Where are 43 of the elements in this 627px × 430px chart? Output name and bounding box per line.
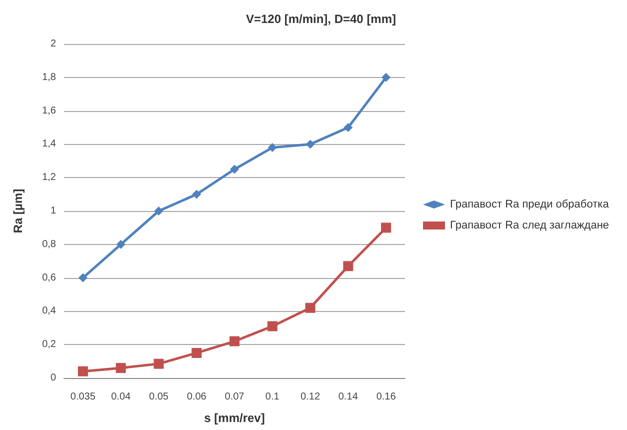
point [78,273,88,282]
point [344,123,353,132]
y-tick-label: 1,2 [42,172,56,184]
y-tick-label: 0,2 [42,339,56,350]
x-tick-label: 0.16 [376,392,396,402]
x-tick-label: 0.035 [70,392,96,402]
y-tick-label: 0,4 [42,306,56,317]
x-tick-label: 0.07 [224,392,245,402]
x-tick-label: 0.12 [300,392,320,402]
point [230,336,240,346]
x-tick-label: 0.1 [265,392,280,402]
x-tick-label: 0.06 [186,392,207,402]
x-axis-title: s [mm/rev] [204,411,265,425]
legend-label: Грапавост Ra преди обработка [450,198,610,210]
y-tick-label: 1,6 [42,105,56,116]
y-tick-label: 0,6 [42,272,56,284]
point [267,321,278,332]
point [230,164,239,174]
point [192,190,202,199]
y-tick-label: 1,4 [42,138,56,150]
legend-label: Грапавост Ra след заглаждане [450,220,610,232]
y-tick-label: 2 [50,38,56,50]
x-tick-label: 0.14 [338,392,358,402]
y-tick-label: 0 [50,372,56,384]
y-tick-label: 0,8 [42,238,56,250]
chart-title: V=120 [m/min], D=40 [mm] [246,12,396,26]
point [381,222,392,233]
x-tick-label: 0.05 [148,392,169,402]
y-tick-label: 1,8 [42,72,56,83]
point [268,143,277,152]
point [154,358,164,369]
point [382,72,391,82]
point [343,261,354,272]
point [78,366,88,376]
point [116,240,126,249]
point [154,206,164,216]
point [306,140,315,149]
point [116,362,126,373]
point [305,302,316,313]
x-tick-label: 0.04 [111,392,131,402]
y-axis-title: Ra [µm] [11,188,25,234]
point [192,348,202,358]
y-tick-label: 1 [50,206,56,216]
